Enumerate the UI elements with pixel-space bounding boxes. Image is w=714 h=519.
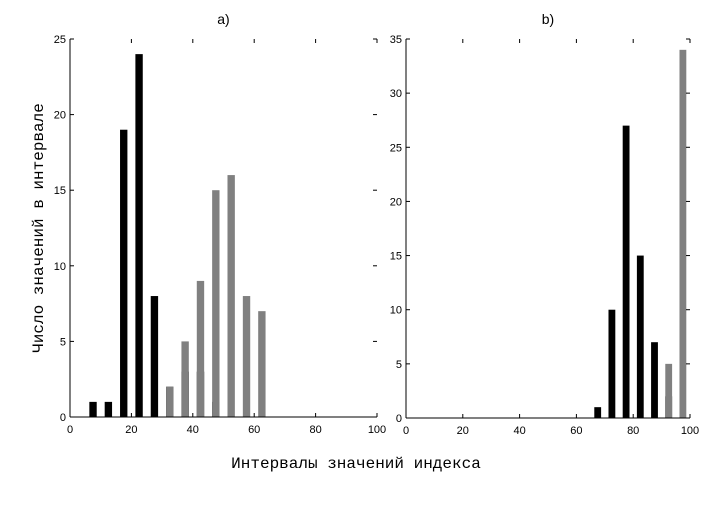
bar <box>166 386 174 417</box>
y-tick-label: 5 <box>60 336 66 348</box>
bar <box>89 401 97 417</box>
bar <box>196 280 205 417</box>
bar <box>622 125 630 418</box>
y-tick-label: 15 <box>54 185 66 197</box>
y-tick-label: 15 <box>390 251 402 263</box>
x-tick-label: 100 <box>368 424 386 436</box>
x-axis-label: Интервалы значений индекса <box>231 455 481 473</box>
bar <box>181 341 189 417</box>
bar <box>665 363 673 418</box>
bar <box>242 296 251 417</box>
x-tick-label: 20 <box>457 425 469 437</box>
bar <box>679 49 687 418</box>
bar <box>150 296 159 417</box>
y-tick-label: 10 <box>390 305 402 317</box>
x-tick-label: 0 <box>403 425 409 437</box>
x-tick-label: 80 <box>309 424 321 436</box>
bar <box>212 190 220 417</box>
bar <box>636 255 644 418</box>
y-tick-label: 10 <box>54 261 66 273</box>
y-tick-label: 25 <box>390 142 402 154</box>
bar <box>135 54 143 418</box>
panel-title: a) <box>217 11 229 27</box>
bar <box>104 401 113 417</box>
panel-a: a) 0 5 10 15 20 25 0 20 40 60 80 100 <box>54 11 386 436</box>
x-tick-label: 40 <box>187 424 199 436</box>
y-tick-label: 25 <box>54 34 66 46</box>
y-tick-label: 0 <box>60 412 66 424</box>
panel-title: b) <box>542 11 554 27</box>
y-tick-label: 20 <box>54 110 66 122</box>
x-tick-label: 60 <box>248 424 260 436</box>
x-tick-label: 60 <box>570 425 582 437</box>
x-tick-label: 80 <box>627 425 639 437</box>
y-tick-label: 20 <box>390 196 402 208</box>
x-tick-label: 0 <box>67 424 73 436</box>
bar <box>227 175 235 417</box>
panel-b: b) 0 5 10 15 20 25 30 35 0 20 40 60 80 100 <box>390 11 699 437</box>
y-tick-label: 0 <box>396 413 402 425</box>
y-tick-label: 5 <box>396 359 402 371</box>
x-tick-label: 40 <box>513 425 525 437</box>
bar <box>651 342 658 418</box>
y-tick-label: 30 <box>390 88 402 100</box>
bar <box>258 311 266 417</box>
x-tick-label: 100 <box>681 425 699 437</box>
bar <box>120 129 128 417</box>
x-tick-label: 20 <box>125 424 137 436</box>
bar <box>608 309 616 418</box>
bar <box>594 407 602 418</box>
y-axis-label: Число значений в интервале <box>30 103 48 353</box>
y-tick-label: 35 <box>390 34 402 46</box>
